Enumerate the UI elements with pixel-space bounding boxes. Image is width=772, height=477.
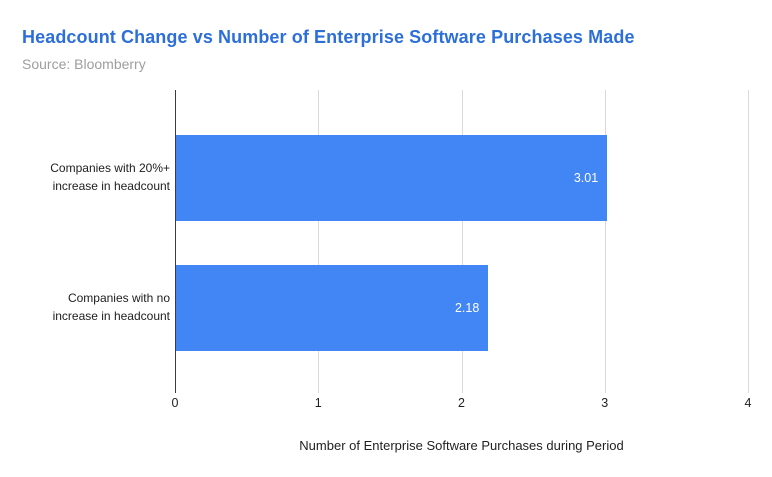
bar-value-label: 2.18 bbox=[454, 301, 480, 315]
x-tick-2: 2 bbox=[458, 396, 465, 410]
x-tick-3: 3 bbox=[601, 396, 609, 410]
plot-area: 3.01 2.18 0 1 2 3 4 bbox=[172, 90, 751, 410]
x-tick-1: 1 bbox=[314, 396, 322, 410]
category-label-line: Companies with no bbox=[67, 291, 170, 305]
x-tick-0: 0 bbox=[171, 396, 179, 410]
category-label-no-increase: Companies with no increase in headcount bbox=[10, 290, 170, 325]
chart-title: Headcount Change vs Number of Enterprise… bbox=[22, 27, 635, 47]
chart-source-subtitle: Source: Bloomberry bbox=[22, 56, 146, 72]
category-label-line: increase in headcount bbox=[52, 178, 170, 193]
bar-no-increase: 2.18 bbox=[176, 265, 489, 351]
gridline-3 bbox=[604, 90, 606, 393]
category-label-line: increase in headcount bbox=[52, 308, 170, 323]
bar-20pct-increase: 3.01 bbox=[176, 135, 608, 221]
category-label-line: Companies with 20%+ bbox=[50, 161, 170, 175]
x-axis-title: Number of Enterprise Software Purchases … bbox=[299, 438, 624, 453]
y-axis-baseline bbox=[175, 90, 176, 393]
bar-value-label: 3.01 bbox=[573, 171, 599, 185]
gridline-1 bbox=[318, 90, 320, 393]
gridline-2 bbox=[461, 90, 463, 393]
category-label-20pct-increase: Companies with 20%+ increase in headcoun… bbox=[10, 160, 170, 195]
x-tick-4: 4 bbox=[744, 396, 752, 410]
gridline-4 bbox=[748, 90, 749, 393]
